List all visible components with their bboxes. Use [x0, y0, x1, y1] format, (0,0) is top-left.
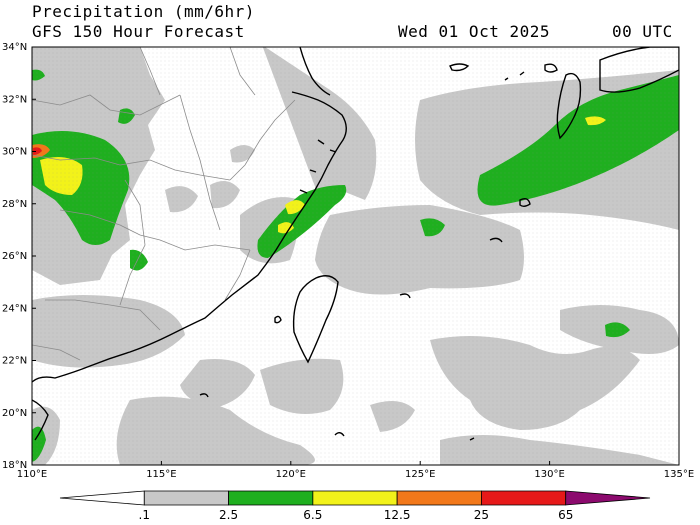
- colorbar-label: 6.5: [303, 508, 323, 522]
- map-title: Precipitation (mm/6hr): [32, 2, 255, 21]
- forecast-time: 00 UTC: [612, 22, 673, 41]
- lon-tick-label: 115°E: [146, 469, 176, 480]
- latitude-axis: 18°N 20°N 22°N 24°N 26°N 28°N 30°N 32°N 34°N: [2, 42, 36, 471]
- colorbar-label: 65: [558, 508, 574, 522]
- lat-tick-label: 34°N: [2, 42, 27, 53]
- colorbar-segment: [565, 490, 651, 506]
- colorbar-segment: [396, 490, 482, 506]
- colorbar-segment: [143, 490, 229, 506]
- lat-tick-label: 30°N: [2, 147, 27, 158]
- colorbar-segment: [481, 490, 567, 506]
- lat-tick-label: 22°N: [2, 356, 27, 367]
- colorbar-label: 2.5: [219, 508, 239, 522]
- colorbar-segment: [59, 490, 145, 506]
- lon-tick-label: 110°E: [17, 469, 47, 480]
- lat-tick-label: 32°N: [2, 94, 27, 105]
- province-borders: [32, 47, 296, 361]
- lon-tick-label: 135°E: [664, 469, 694, 480]
- lat-tick-label: 28°N: [2, 199, 27, 210]
- colorbar-label: 12.5: [383, 508, 411, 522]
- lat-tick-label: 24°N: [2, 303, 27, 314]
- lon-tick-label: 120°E: [276, 469, 306, 480]
- longitude-axis: 110°E 115°E 120°E 125°E 130°E 135°E: [17, 461, 694, 480]
- colorbar-segment: [228, 490, 314, 506]
- forecast-date: Wed 01 Oct 2025: [398, 22, 550, 41]
- lon-tick-label: 125°E: [405, 469, 435, 480]
- forecast-subtitle: GFS 150 Hour Forecast: [32, 22, 245, 41]
- coastlines: [32, 47, 679, 441]
- lon-tick-label: 130°E: [534, 469, 564, 480]
- colorbar-label: 25: [473, 508, 490, 522]
- lat-tick-label: 18°N: [2, 460, 27, 471]
- lat-tick-label: 20°N: [2, 408, 27, 419]
- colorbar-label: .1: [138, 508, 151, 522]
- colorbar: [59, 490, 651, 506]
- stipple-overlay: [32, 47, 679, 465]
- lat-tick-label: 26°N: [2, 251, 27, 262]
- colorbar-segment: [312, 490, 398, 506]
